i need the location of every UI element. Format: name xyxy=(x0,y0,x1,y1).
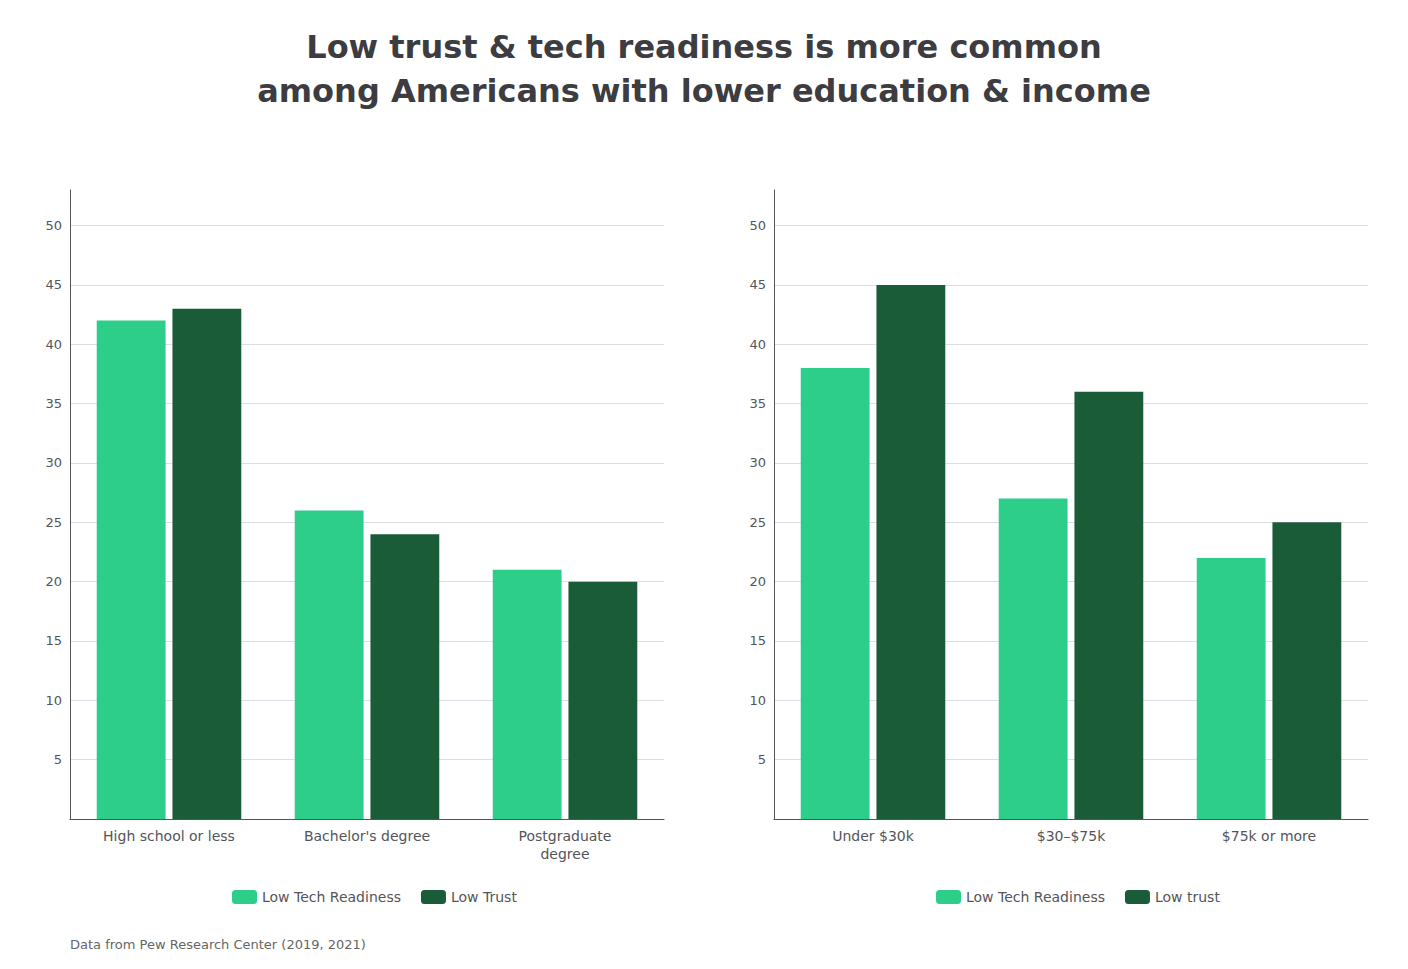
svg-text:Under $30k: Under $30k xyxy=(832,828,915,844)
svg-text:Low trust: Low trust xyxy=(1155,889,1220,905)
svg-text:10: 10 xyxy=(45,693,62,708)
svg-text:35: 35 xyxy=(749,396,766,411)
svg-text:20: 20 xyxy=(45,574,62,589)
svg-text:30: 30 xyxy=(749,455,766,470)
svg-text:Low Tech Readiness: Low Tech Readiness xyxy=(966,889,1105,905)
svg-text:20: 20 xyxy=(749,574,766,589)
svg-text:15: 15 xyxy=(45,633,62,648)
svg-text:$30–$75k: $30–$75k xyxy=(1037,828,1106,844)
svg-text:Data from Pew Research Center: Data from Pew Research Center (2019, 202… xyxy=(70,937,366,952)
svg-text:45: 45 xyxy=(749,277,766,292)
svg-text:40: 40 xyxy=(749,337,766,352)
svg-text:Low Tech Readiness: Low Tech Readiness xyxy=(262,889,401,905)
svg-text:45: 45 xyxy=(45,277,62,292)
svg-text:50: 50 xyxy=(45,218,62,233)
svg-text:5: 5 xyxy=(758,752,766,767)
svg-text:Low Trust: Low Trust xyxy=(451,889,517,905)
svg-text:10: 10 xyxy=(749,693,766,708)
svg-text:$75k or more: $75k or more xyxy=(1222,828,1316,844)
svg-text:50: 50 xyxy=(749,218,766,233)
svg-text:15: 15 xyxy=(749,633,766,648)
svg-text:High school or less: High school or less xyxy=(103,828,235,844)
svg-text:35: 35 xyxy=(45,396,62,411)
svg-text:Postgraduate: Postgraduate xyxy=(519,828,612,844)
svg-text:40: 40 xyxy=(45,337,62,352)
svg-text:Bachelor's degree: Bachelor's degree xyxy=(304,828,430,844)
svg-text:Low trust & tech readiness is: Low trust & tech readiness is more commo… xyxy=(306,28,1102,66)
svg-text:25: 25 xyxy=(749,515,766,530)
svg-text:30: 30 xyxy=(45,455,62,470)
svg-text:25: 25 xyxy=(45,515,62,530)
svg-text:5: 5 xyxy=(54,752,62,767)
svg-text:degree: degree xyxy=(540,846,589,862)
svg-text:among Americans with lower edu: among Americans with lower education & i… xyxy=(257,72,1151,110)
